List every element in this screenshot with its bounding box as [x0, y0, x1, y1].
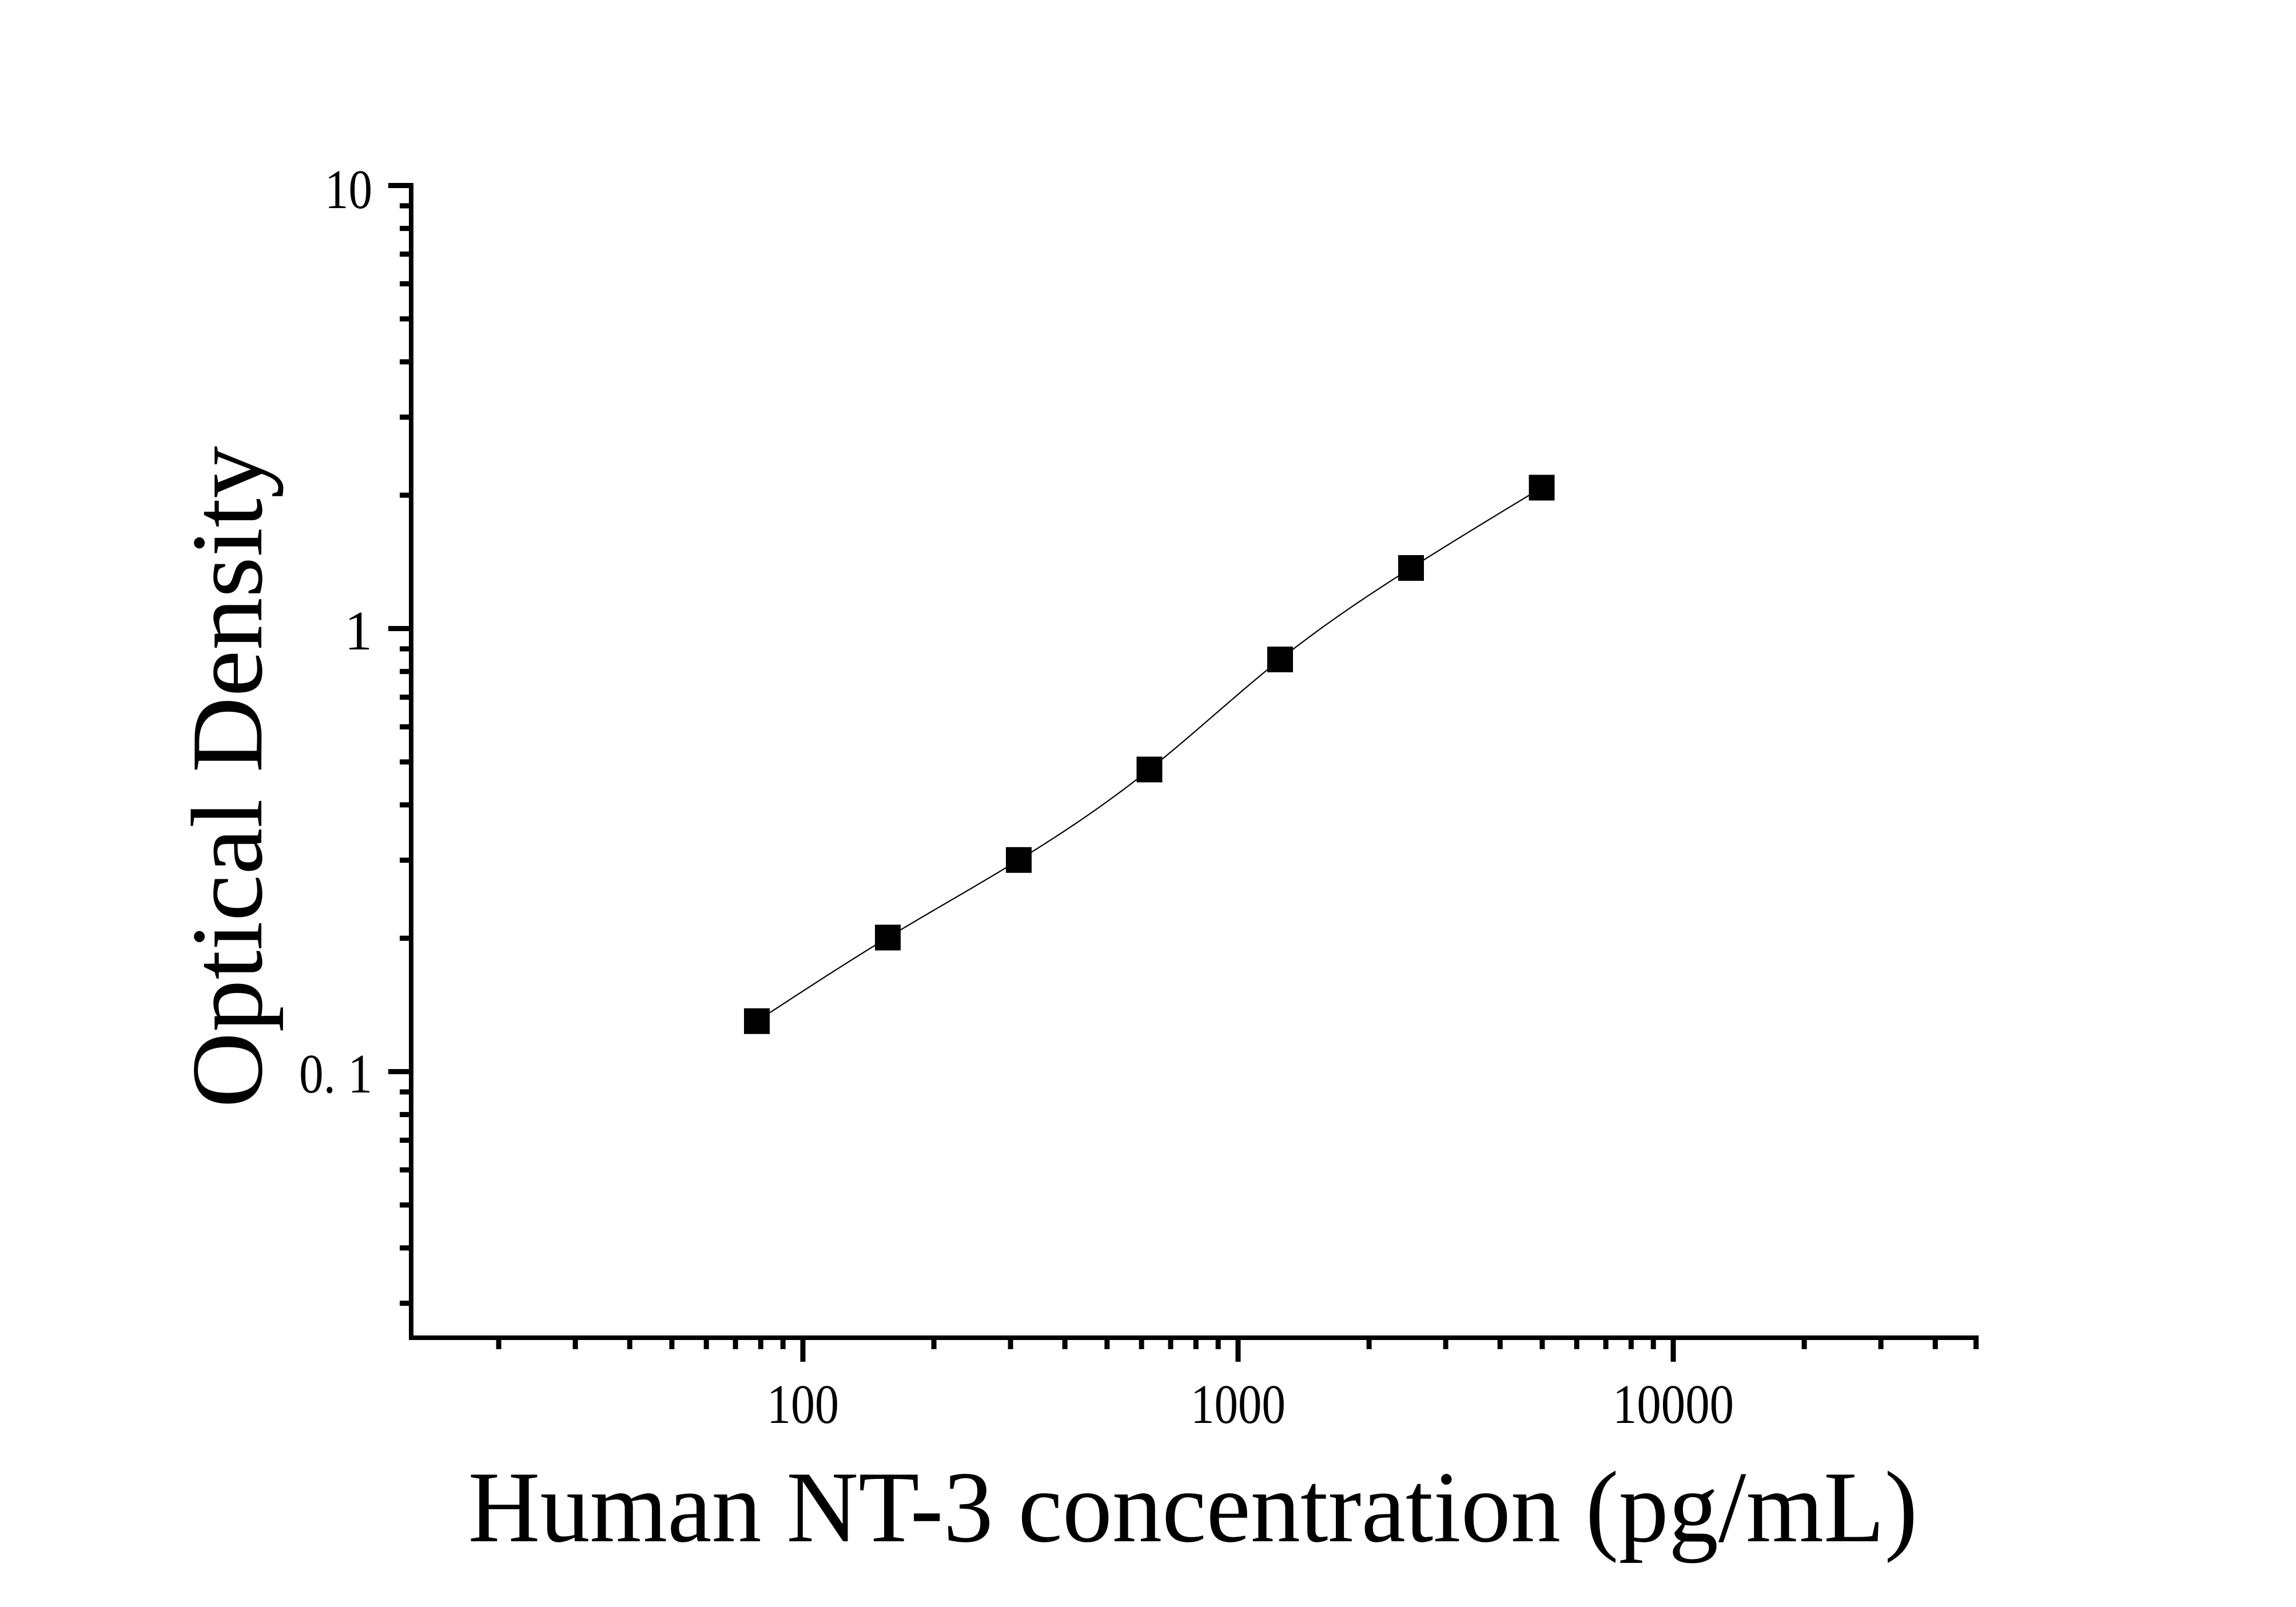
- svg-text:Optical Density: Optical Density: [170, 446, 284, 1108]
- svg-text:0. 1: 0. 1: [299, 1043, 372, 1104]
- svg-text:1000: 1000: [1191, 1374, 1286, 1435]
- svg-text:Human NT-3 concentration (pg/m: Human NT-3 concentration (pg/mL): [468, 1450, 1918, 1564]
- svg-text:100: 100: [767, 1374, 839, 1435]
- svg-text:10: 10: [325, 159, 372, 220]
- svg-text:10000: 10000: [1613, 1374, 1734, 1435]
- svg-text:1: 1: [345, 600, 373, 661]
